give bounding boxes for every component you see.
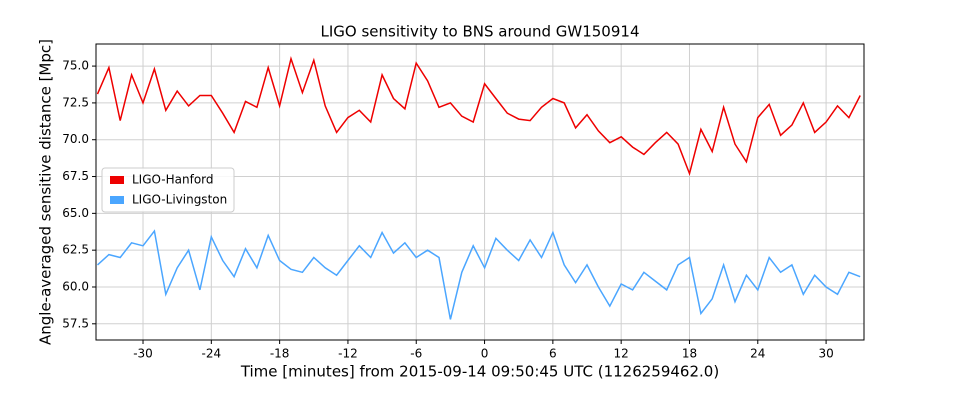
chart-title: LIGO sensitivity to BNS around GW150914 (321, 23, 640, 41)
x-tick-label: 6 (549, 347, 557, 361)
x-tick-label: 18 (682, 347, 697, 361)
y-tick-label: 65.0 (62, 206, 89, 220)
x-axis-label: Time [minutes] from 2015-09-14 09:50:45 … (240, 363, 719, 381)
x-tick-label: 12 (614, 347, 629, 361)
y-tick-label: 60.0 (62, 279, 89, 293)
y-axis-label: Angle-averaged sensitive distance [Mpc] (37, 39, 55, 345)
x-tick-label: 0 (481, 347, 489, 361)
series-line (96, 55, 861, 177)
y-tick-label: 57.5 (62, 316, 89, 330)
legend-box (101, 167, 235, 213)
x-tick-label: 24 (750, 347, 765, 361)
x-tick-label: -6 (410, 347, 422, 361)
legend-label: LIGO-Livingston (132, 193, 227, 207)
x-tick-label: -12 (338, 347, 358, 361)
y-tick-label: 75.0 (62, 59, 89, 73)
y-tick-label: 70.0 (62, 132, 89, 146)
legend-label: LIGO-Hanford (132, 173, 214, 187)
legend-swatch (110, 196, 124, 204)
y-tick-label: 72.5 (62, 95, 89, 109)
x-tick-label: -18 (270, 347, 290, 361)
series-line (96, 229, 861, 320)
x-tick-label: -24 (202, 347, 222, 361)
x-tick-label: -30 (133, 347, 153, 361)
legend-swatch (110, 176, 124, 184)
x-tick-label: 30 (818, 347, 833, 361)
y-tick-label: 67.5 (62, 169, 89, 183)
plot-frame (95, 43, 865, 341)
y-tick-label: 62.5 (62, 243, 89, 257)
